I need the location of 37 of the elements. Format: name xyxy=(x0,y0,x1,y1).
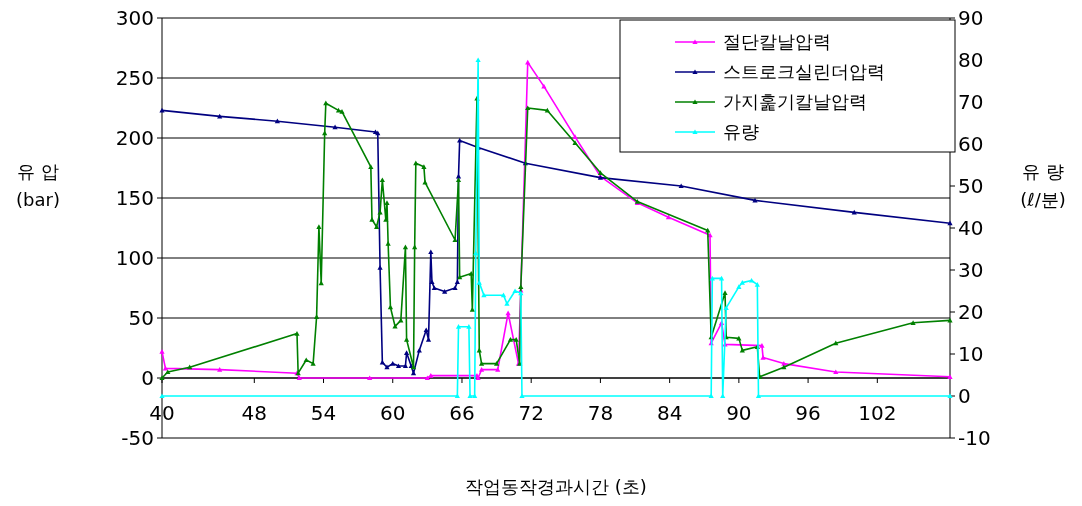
y2-tick-label: 50 xyxy=(958,174,984,198)
y-tick-label: 200 xyxy=(115,126,154,150)
y2-tick-label: 20 xyxy=(958,300,984,324)
y-tick-label: 250 xyxy=(115,66,154,90)
x-tick-label: 96 xyxy=(795,401,821,425)
x-tick-label: 40 xyxy=(149,401,175,425)
x-tick-label: 90 xyxy=(726,401,752,425)
x-tick-label: 60 xyxy=(380,401,406,425)
x-tick-label: 102 xyxy=(858,401,897,425)
y2-tick-label: 70 xyxy=(958,90,984,114)
y-tick-label: 0 xyxy=(141,366,154,390)
y-tick-label: -50 xyxy=(121,426,154,450)
y2-tick-label: -10 xyxy=(958,426,991,450)
y2-tick-label: 30 xyxy=(958,258,984,282)
x-tick-label: 84 xyxy=(656,401,683,425)
legend-label: 절단칼날압력 xyxy=(723,31,831,53)
y-tick-label: 100 xyxy=(115,246,154,270)
y2-tick-label: 40 xyxy=(958,216,984,240)
y2-tick-label: 60 xyxy=(958,132,984,156)
y2-tick-label: 80 xyxy=(958,48,984,72)
y2-tick-label: 10 xyxy=(958,342,984,366)
y2-tick-label: 90 xyxy=(958,6,984,30)
x-tick-label: 72 xyxy=(518,401,544,425)
y2-axis-title: 유 량 (ℓ/분) xyxy=(1020,161,1066,210)
y2-tick-label: 0 xyxy=(958,384,971,408)
legend-label: 유량 xyxy=(723,121,759,143)
y-tick-label: 150 xyxy=(115,186,154,210)
legend-label: 스트로크실린더압력 xyxy=(723,61,885,83)
legend-label: 가지훑기칼날압력 xyxy=(723,91,867,113)
x-tick-label: 66 xyxy=(449,401,475,425)
y-axis-title: 유 압 (bar) xyxy=(16,161,60,210)
x-axis-title: 작업동작경과시간 (초) xyxy=(465,476,647,497)
y-tick-label: 300 xyxy=(115,6,154,30)
y-tick-label: 50 xyxy=(128,306,154,330)
x-tick-label: 48 xyxy=(241,401,268,425)
x-tick-label: 78 xyxy=(587,401,614,425)
x-tick-label: 54 xyxy=(310,401,337,425)
